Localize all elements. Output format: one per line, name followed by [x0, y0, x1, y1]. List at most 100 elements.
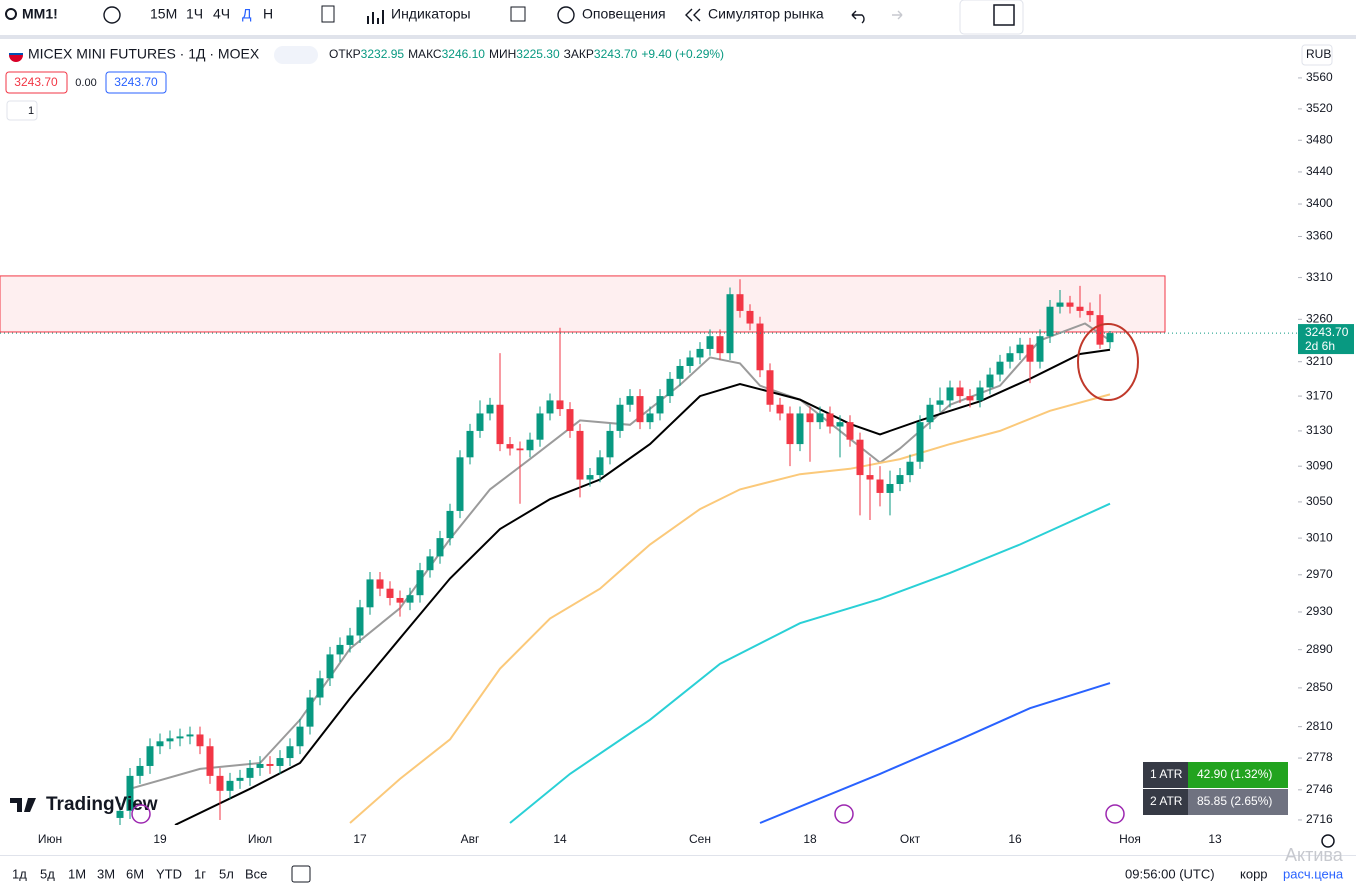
- candle-body: [976, 387, 984, 401]
- candle-body: [1056, 302, 1064, 307]
- alerts[interactable]: Оповещения: [582, 6, 666, 22]
- candle-body: [696, 348, 704, 358]
- y-tick-label: 3050: [1306, 494, 1333, 508]
- x-tick-label: Окт: [900, 832, 921, 846]
- atr-value: 85.85 (2.65%): [1197, 794, 1272, 808]
- candle-body: [606, 430, 614, 458]
- interval[interactable]: Д: [242, 6, 252, 22]
- settle[interactable]: расч.цена: [1283, 866, 1344, 881]
- candle-body: [536, 413, 544, 440]
- candle-body: [766, 370, 774, 405]
- candle-body: [346, 635, 354, 645]
- candle-body: [636, 396, 644, 423]
- x-tick-label: 14: [553, 832, 567, 846]
- y-tick-label: 3520: [1306, 101, 1333, 115]
- range-button[interactable]: 6М: [126, 866, 144, 881]
- candle-body: [856, 439, 864, 476]
- range-button[interactable]: 1г: [194, 866, 206, 881]
- currency[interactable]: RUB: [1306, 47, 1331, 61]
- candle-body: [786, 413, 794, 445]
- undo[interactable]: [851, 10, 865, 24]
- buy[interactable]: 3243.70: [114, 75, 158, 89]
- redo[interactable]: [892, 10, 903, 20]
- atr-value: 42.90 (1.32%): [1197, 767, 1272, 781]
- lots[interactable]: 1: [28, 105, 34, 117]
- plot-area: [0, 275, 1298, 825]
- range-button[interactable]: YTD: [156, 866, 182, 881]
- candle-body: [886, 483, 894, 493]
- y-tick-label: 2716: [1306, 812, 1333, 826]
- range-button[interactable]: 5л: [219, 866, 234, 881]
- candle-body: [866, 475, 874, 480]
- candle-body: [486, 404, 494, 414]
- candle-body: [476, 413, 484, 431]
- y-tick-label: 2810: [1306, 719, 1333, 733]
- moving-average: [509, 502, 1111, 824]
- candle-body: [206, 746, 214, 776]
- range-button[interactable]: 1М: [68, 866, 86, 881]
- layouts[interactable]: [510, 6, 526, 22]
- candle-body: [176, 736, 184, 739]
- indicators[interactable]: Индикаторы: [391, 6, 471, 22]
- candle-body: [796, 413, 804, 445]
- candle-body: [846, 422, 854, 440]
- sell[interactable]: 3243.70: [14, 75, 58, 89]
- candle-body: [1016, 344, 1024, 354]
- y-tick-label: 3130: [1306, 423, 1333, 437]
- value: 3243.70: [594, 47, 638, 61]
- x-tick-label: 18: [803, 832, 817, 846]
- replay[interactable]: Симулятор рынка: [708, 6, 824, 22]
- candle-body: [596, 457, 604, 476]
- last-price-box: [1298, 324, 1354, 355]
- buy-button[interactable]: [105, 71, 167, 94]
- candle-body: [496, 404, 504, 445]
- candle-body: [726, 294, 734, 354]
- toolbar: MM1! 15М 1Ч 4Ч Д Н Индикаторы Оповещения…: [0, 0, 1356, 39]
- adj[interactable]: корр: [1240, 866, 1268, 881]
- symbol[interactable]: MM1!: [22, 6, 58, 22]
- candle-body: [566, 409, 574, 431]
- x-tick-label: 17: [353, 832, 367, 846]
- add-symbol[interactable]: [103, 6, 121, 24]
- candle-body: [426, 556, 434, 571]
- x-tick-label: Июн: [38, 832, 62, 846]
- countdown: 2d 6h: [1305, 339, 1335, 353]
- candle-body: [156, 741, 164, 747]
- candle-body: [646, 413, 654, 423]
- range-button[interactable]: 5д: [40, 866, 55, 881]
- interval[interactable]: 4Ч: [213, 6, 230, 22]
- candle-body: [406, 595, 414, 603]
- candle-body: [946, 387, 954, 401]
- moving-average: [759, 682, 1111, 824]
- candle-body: [776, 404, 784, 414]
- candle-body: [656, 396, 664, 414]
- sell-button[interactable]: [5, 71, 68, 94]
- candle-body: [436, 538, 444, 557]
- candle-body: [576, 430, 584, 480]
- candle-body: [876, 479, 884, 493]
- select-tool[interactable]: [993, 4, 1015, 26]
- axis-settings[interactable]: [1321, 834, 1335, 848]
- label: ЗАКР: [564, 47, 594, 61]
- label: МИН: [489, 47, 516, 61]
- x-tick-label: 16: [1008, 832, 1022, 846]
- interval[interactable]: 15М: [150, 6, 177, 22]
- range-button[interactable]: Все: [245, 866, 267, 881]
- candle-body: [966, 396, 974, 401]
- candle-body: [286, 746, 294, 759]
- candle-body: [516, 448, 524, 451]
- y-tick-label: 3170: [1306, 388, 1333, 402]
- chart-type[interactable]: [321, 5, 335, 23]
- price-axis: [1298, 40, 1356, 855]
- range-button[interactable]: 1д: [12, 866, 27, 881]
- interval[interactable]: 1Ч: [186, 6, 203, 22]
- legend: MICEX MINI FUTURES · 1Д · MOEX ОТКР3232.…: [5, 46, 724, 121]
- range-button[interactable]: 3М: [97, 866, 115, 881]
- interval[interactable]: Н: [263, 6, 273, 22]
- candle-body: [246, 767, 254, 778]
- lots-box[interactable]: [6, 100, 38, 121]
- candle-body: [956, 387, 964, 397]
- goto-date[interactable]: [291, 865, 311, 883]
